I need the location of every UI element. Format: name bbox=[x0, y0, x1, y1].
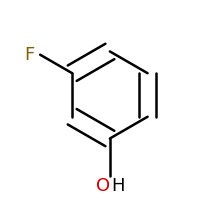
Text: O: O bbox=[96, 177, 110, 195]
Text: H: H bbox=[111, 177, 124, 195]
Text: F: F bbox=[24, 46, 34, 64]
